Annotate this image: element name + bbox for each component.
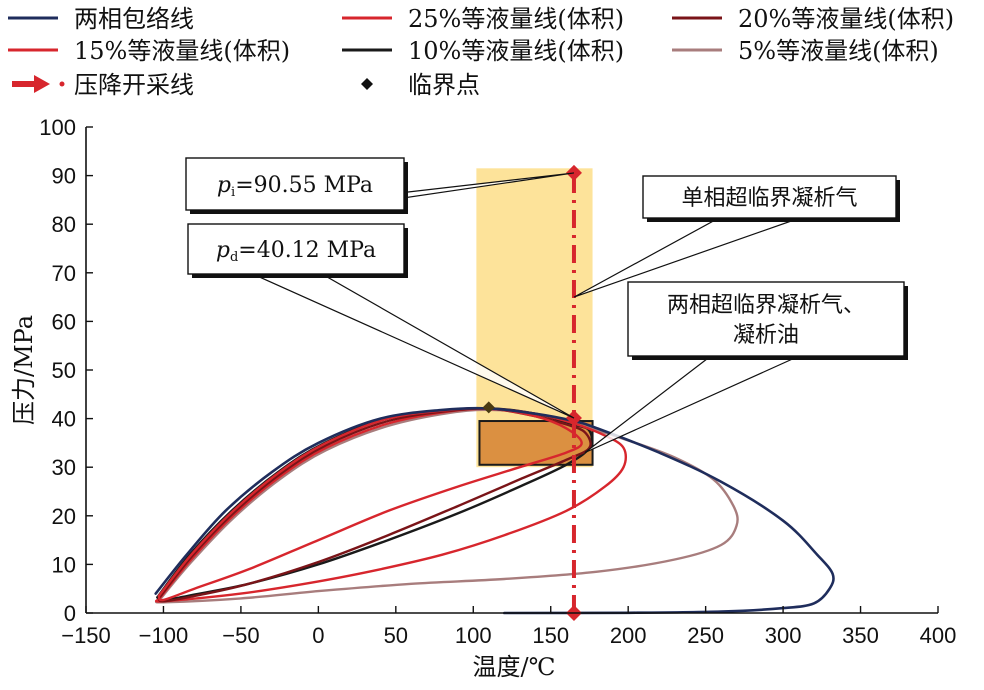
x-tick-label: −50 bbox=[222, 623, 259, 648]
x-tick-label: 350 bbox=[842, 623, 879, 648]
callout-single: 单相超临界凝析气 bbox=[573, 175, 900, 298]
legend: 两相包络线 25%等液量线(体积) 20%等液量线(体积) 15%等液量线(体积) 10… bbox=[8, 5, 954, 99]
x-tick-label: 400 bbox=[920, 623, 957, 648]
x-tick-label: 0 bbox=[312, 623, 324, 648]
y-tick-label: 20 bbox=[52, 504, 76, 529]
legend-entry: 20%等液量线(体积) bbox=[672, 5, 954, 33]
callout-label: 单相超临界凝析气 bbox=[681, 186, 857, 211]
legend-label: 5%等液量线(体积) bbox=[738, 37, 939, 65]
critical-point-marker bbox=[482, 401, 495, 414]
x-tick-label: 200 bbox=[610, 623, 647, 648]
legend-label: 20%等液量线(体积) bbox=[738, 5, 954, 33]
y-tick-label: 50 bbox=[52, 358, 76, 383]
series-line bbox=[155, 407, 628, 603]
y-tick-label: 100 bbox=[39, 115, 76, 140]
callout-label: pi=90.55 MPa bbox=[217, 173, 373, 200]
x-tick-label: 300 bbox=[765, 623, 802, 648]
legend-entry: 10%等液量线(体积) bbox=[342, 37, 624, 65]
legend-label: 临界点 bbox=[408, 71, 480, 99]
legend-entry: 15%等液量线(体积) bbox=[8, 37, 290, 65]
callout-box bbox=[187, 223, 405, 275]
series-line bbox=[157, 407, 592, 603]
legend-entry: 压降开采线 bbox=[12, 71, 194, 99]
callout-box bbox=[627, 281, 905, 357]
callout-box bbox=[185, 157, 405, 211]
y-tick-label: 0 bbox=[64, 601, 76, 626]
x-tick-label: 250 bbox=[687, 623, 724, 648]
callout-box bbox=[642, 175, 897, 219]
legend-label: 15%等液量线(体积) bbox=[74, 37, 290, 65]
callout-pi: pi=90.55 MPa bbox=[185, 157, 575, 214]
callout-pointer bbox=[584, 355, 800, 454]
y-tick-label: 10 bbox=[52, 552, 76, 577]
x-axis-label: 温度/℃ bbox=[473, 653, 556, 681]
y-tick-label: 40 bbox=[52, 407, 76, 432]
series-line bbox=[155, 408, 739, 604]
legend-label: 10%等液量线(体积) bbox=[408, 37, 624, 65]
legend-label: 压降开采线 bbox=[74, 71, 194, 99]
callout-label: 凝析油 bbox=[733, 323, 799, 348]
y-tick-label: 30 bbox=[52, 455, 76, 480]
axes: 0 10 20 30 40 50 60 70 80 90 100 −150 −100 −50 0 50 100 1… bbox=[39, 115, 956, 648]
legend-label: 两相包络线 bbox=[74, 5, 194, 33]
legend-entry: 临界点 bbox=[361, 71, 480, 99]
series-line bbox=[157, 407, 583, 602]
x-tick-label: 100 bbox=[455, 623, 492, 648]
y-tick-label: 60 bbox=[52, 309, 76, 334]
x-tick-label: −150 bbox=[61, 623, 111, 648]
callout-pd: pd=40.12 MPa bbox=[187, 223, 575, 419]
legend-entry: 25%等液量线(体积) bbox=[342, 5, 624, 33]
y-tick-label: 80 bbox=[52, 212, 76, 237]
x-tick-label: 50 bbox=[384, 623, 408, 648]
y-tick-label: 90 bbox=[52, 164, 76, 189]
legend-entry: 5%等液量线(体积) bbox=[672, 37, 939, 65]
y-tick-label: 70 bbox=[52, 261, 76, 286]
callout-label: pd=40.12 MPa bbox=[216, 238, 376, 265]
legend-arrowhead bbox=[34, 75, 50, 93]
x-tick-label: 150 bbox=[532, 623, 569, 648]
legend-entry: 两相包络线 bbox=[8, 5, 194, 33]
legend-dot bbox=[59, 81, 65, 87]
callout-label: 两相超临界凝析气、 bbox=[667, 293, 865, 318]
legend-label: 25%等液量线(体积) bbox=[408, 5, 624, 33]
callout-twophase: 两相超临界凝析气、凝析油 bbox=[584, 281, 908, 454]
y-axis-label: 压力/MPa bbox=[10, 315, 38, 425]
x-tick-label: −100 bbox=[139, 623, 189, 648]
legend-marker bbox=[361, 78, 373, 90]
